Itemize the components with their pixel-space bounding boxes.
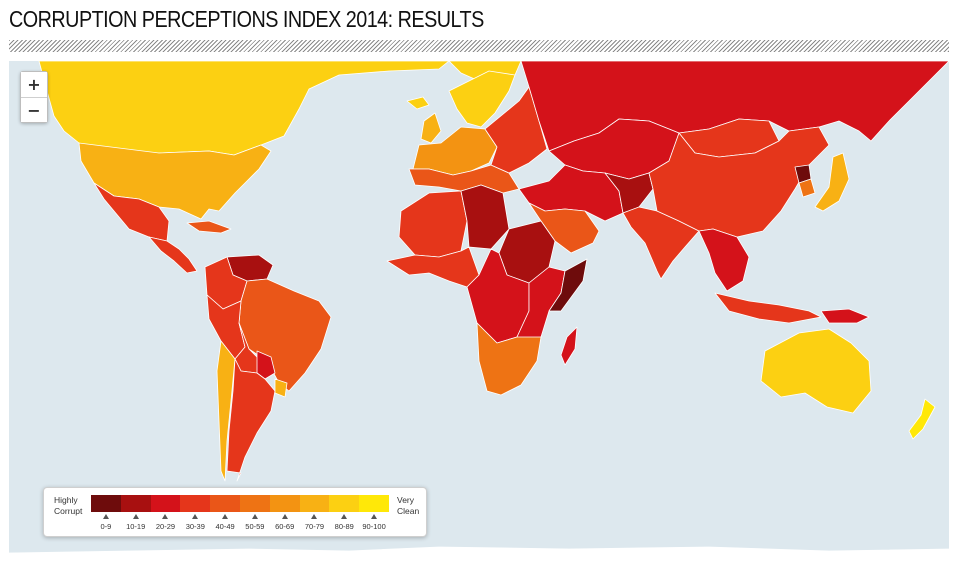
region-japan bbox=[814, 152, 850, 212]
region-southern-africa bbox=[476, 322, 542, 396]
region-antarctica bbox=[9, 546, 949, 561]
region-iceland bbox=[406, 96, 430, 110]
region-north-africa bbox=[398, 190, 468, 258]
region-eastern-europe bbox=[484, 86, 548, 174]
region-cuba bbox=[186, 220, 232, 234]
legend-tick-labels: 0-9 10-19 20-29 30-39 40-49 50-59 60-69 70-79 80… bbox=[91, 514, 389, 531]
legend-tick-8: 80-89 bbox=[329, 514, 359, 531]
legend-tick-0: 0-9 bbox=[91, 514, 121, 531]
title-divider bbox=[9, 40, 949, 52]
legend-swatch-4 bbox=[210, 495, 240, 512]
region-indonesia bbox=[714, 292, 822, 324]
legend-swatch-0 bbox=[91, 495, 121, 512]
region-india bbox=[622, 206, 700, 280]
zoom-out-button[interactable]: − bbox=[21, 97, 47, 122]
region-southeast-asia bbox=[698, 228, 750, 292]
legend-high-label: Very Clean bbox=[397, 495, 419, 517]
world-map[interactable]: + − Highly Corrupt 0-9 10-19 20-29 30-39 40-… bbox=[9, 61, 949, 561]
legend-tick-5: 50-59 bbox=[240, 514, 270, 531]
map-canvas[interactable] bbox=[9, 61, 949, 561]
page-title: CORRUPTION PERCEPTIONS INDEX 2014: RESUL… bbox=[9, 6, 484, 32]
legend-high-line2: Clean bbox=[397, 506, 420, 516]
region-paraguay bbox=[256, 350, 276, 380]
region-afghanistan bbox=[604, 172, 654, 214]
legend-tick-4: 40-49 bbox=[210, 514, 240, 531]
legend-swatch-6 bbox=[269, 495, 300, 512]
legend-tick-7: 70-79 bbox=[300, 514, 330, 531]
region-central-america bbox=[148, 236, 198, 274]
legend-high-line1: Very bbox=[397, 495, 415, 505]
legend-swatch-9 bbox=[359, 495, 389, 512]
legend-low-line1: Highly bbox=[54, 495, 78, 505]
legend-tick-9: 90-100 bbox=[359, 514, 389, 531]
region-uruguay bbox=[274, 378, 288, 398]
legend-swatch-8 bbox=[329, 495, 360, 512]
legend-low-line2: Corrupt bbox=[54, 506, 83, 516]
region-scandinavia bbox=[448, 70, 516, 128]
map-legend: Highly Corrupt 0-9 10-19 20-29 30-39 40-49 50… bbox=[43, 487, 427, 537]
legend-tick-6: 60-69 bbox=[270, 514, 300, 531]
region-libya bbox=[460, 184, 510, 250]
region-papua-new-guinea bbox=[820, 308, 870, 324]
zoom-in-button[interactable]: + bbox=[21, 72, 47, 97]
legend-tick-3: 30-39 bbox=[180, 514, 210, 531]
region-usa bbox=[78, 142, 272, 220]
region-argentina bbox=[226, 358, 276, 482]
region-east-africa bbox=[516, 266, 566, 342]
legend-swatch-7 bbox=[299, 495, 330, 512]
legend-swatch-5 bbox=[239, 495, 270, 512]
legend-swatch-2 bbox=[150, 495, 181, 512]
legend-tick-1: 10-19 bbox=[121, 514, 151, 531]
legend-low-label: Highly Corrupt bbox=[54, 495, 82, 517]
region-somalia bbox=[548, 258, 588, 312]
legend-tick-2: 20-29 bbox=[151, 514, 181, 531]
region-madagascar bbox=[560, 326, 578, 366]
region-korea bbox=[798, 178, 816, 198]
legend-swatch-1 bbox=[120, 495, 151, 512]
zoom-control: + − bbox=[20, 71, 48, 123]
region-chile bbox=[216, 340, 236, 482]
region-uk bbox=[420, 112, 442, 144]
legend-swatch-3 bbox=[180, 495, 211, 512]
legend-color-bar bbox=[91, 495, 389, 512]
region-australia bbox=[760, 328, 872, 414]
region-new-zealand bbox=[908, 398, 936, 440]
region-canada bbox=[38, 61, 450, 156]
